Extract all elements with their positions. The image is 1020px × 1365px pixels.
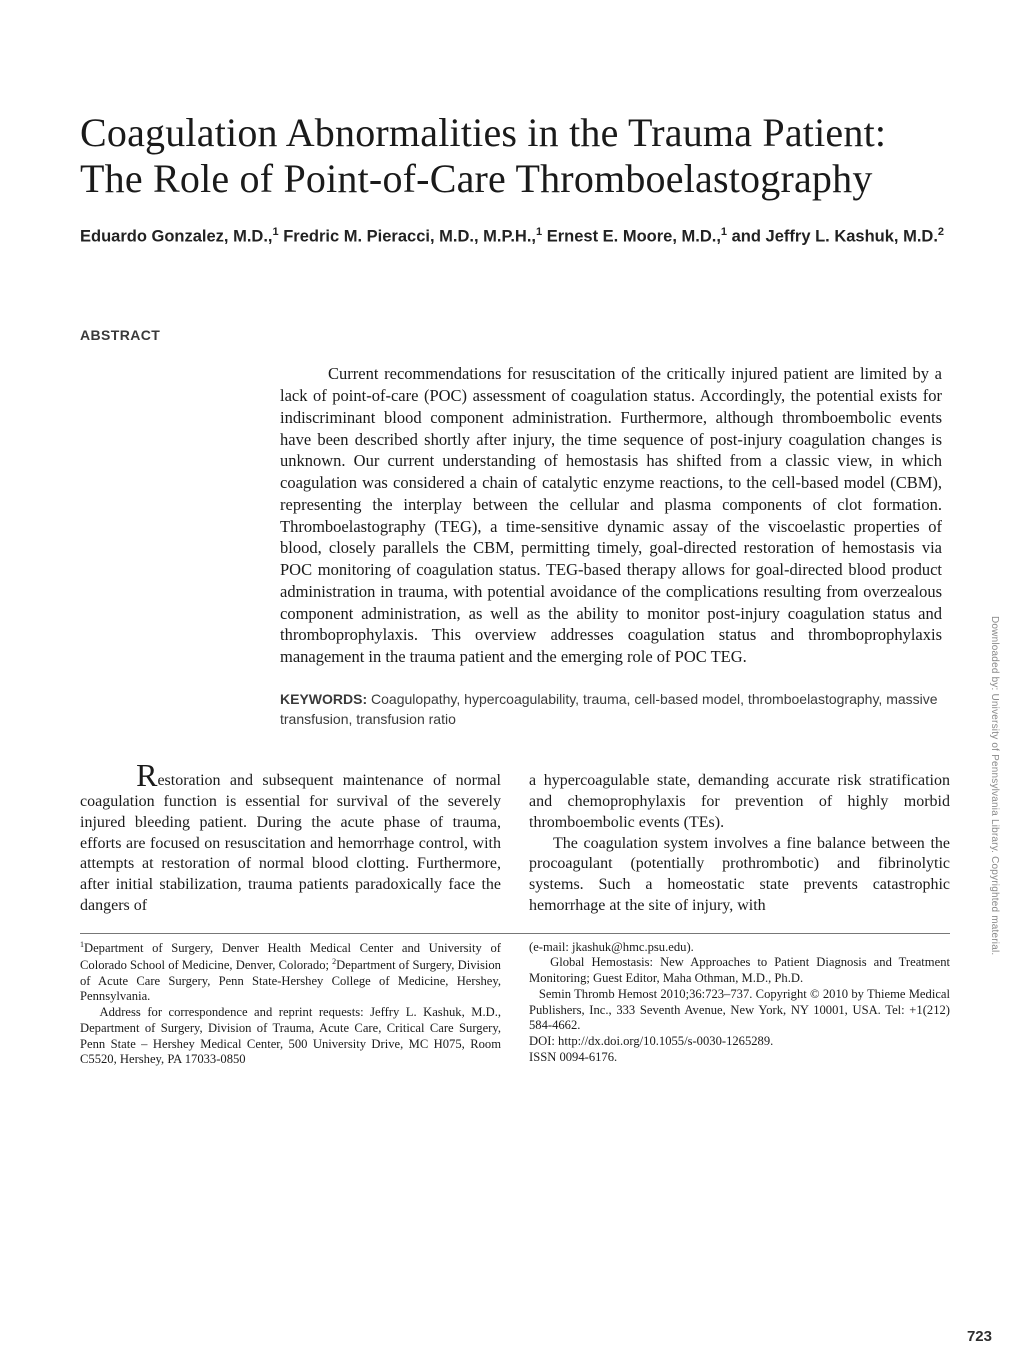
footnotes-rule <box>80 933 950 934</box>
right-paragraph-2: The coagulation system involves a fine b… <box>529 834 950 917</box>
left-paragraph-1-rest: estoration and subsequent maintenance of… <box>80 772 501 914</box>
footnotes: 1Department of Surgery, Denver Health Me… <box>80 940 950 1068</box>
abstract-body: Current recommendations for resuscitatio… <box>280 363 942 668</box>
body-columns: Restoration and subsequent maintenance o… <box>80 771 950 917</box>
left-column: Restoration and subsequent maintenance o… <box>80 771 501 917</box>
download-watermark: Downloaded by: University of Pennsylvani… <box>982 275 1000 955</box>
page-number: 723 <box>967 1328 992 1345</box>
keywords-label: KEYWORDS: <box>280 691 367 707</box>
left-paragraph-1: Restoration and subsequent maintenance o… <box>80 771 501 917</box>
dropcap: R <box>136 757 157 793</box>
keywords-line: KEYWORDS: Coagulopathy, hypercoagulabili… <box>280 690 942 729</box>
footnote-right: (e-mail: jkashuk@hmc.psu.edu). Global He… <box>529 940 950 1068</box>
keywords-text: Coagulopathy, hypercoagulability, trauma… <box>280 691 938 727</box>
article-title: Coagulation Abnormalities in the Trauma … <box>80 110 950 202</box>
abstract-label: ABSTRACT <box>80 327 950 343</box>
authors-line: Eduardo Gonzalez, M.D.,1 Fredric M. Pier… <box>80 224 950 249</box>
right-paragraph-1: a hypercoagulable state, demanding accur… <box>529 771 950 833</box>
abstract-block: Current recommendations for resuscitatio… <box>280 363 942 729</box>
right-column: a hypercoagulable state, demanding accur… <box>529 771 950 917</box>
footnote-left: 1Department of Surgery, Denver Health Me… <box>80 940 501 1068</box>
